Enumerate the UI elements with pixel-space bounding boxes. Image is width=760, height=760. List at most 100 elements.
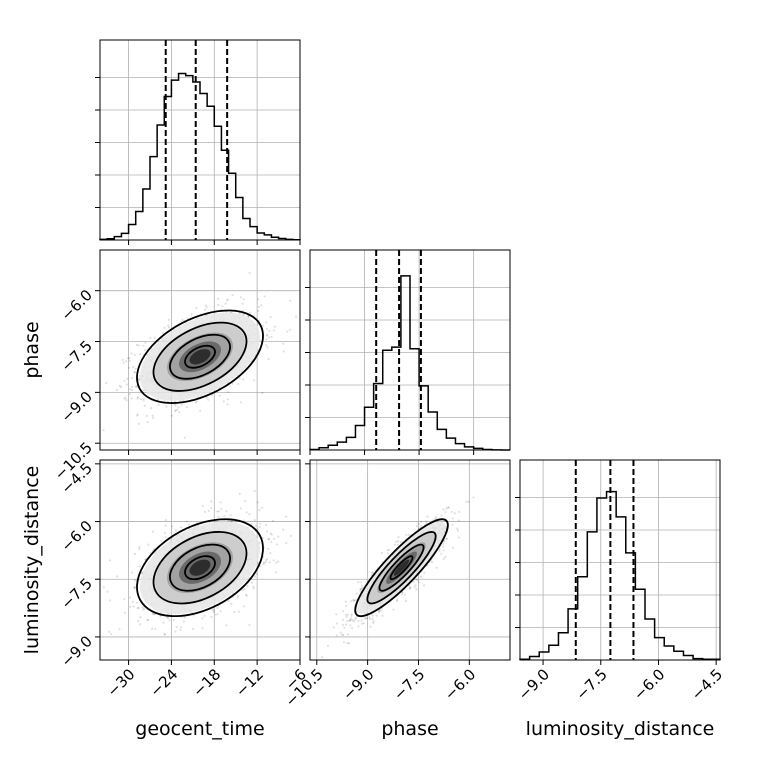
density-phase-vs-geocent-time-point <box>128 392 131 396</box>
xlabel-luminosity-distance: luminosity_distance <box>526 718 715 740</box>
density-lumdist-vs-phase-point <box>369 625 372 628</box>
density-lumdist-vs-phase-point <box>442 542 445 545</box>
density-lumdist-vs-phase-point <box>445 537 448 540</box>
density-lumdist-vs-geocent-time-point <box>276 560 280 563</box>
density-phase-vs-geocent-time-point <box>218 394 221 397</box>
density-lumdist-vs-phase-point <box>409 586 412 590</box>
density-lumdist-vs-phase-point <box>377 610 380 614</box>
density-lumdist-vs-geocent-time-point <box>289 534 293 538</box>
density-lumdist-vs-geocent-time-point <box>264 523 268 527</box>
density-phase-vs-geocent-time-contour-0 <box>136 309 264 404</box>
density-lumdist-vs-geocent-time-point <box>160 611 163 614</box>
density-phase-vs-geocent-time-point <box>135 343 139 347</box>
density-lumdist-vs-geocent-time-point <box>282 528 285 531</box>
density-lumdist-vs-geocent-time-point <box>265 559 268 562</box>
density-lumdist-vs-phase-point <box>399 540 402 544</box>
density-lumdist-vs-geocent-time-point <box>266 558 269 561</box>
density-lumdist-vs-geocent-time-point <box>214 520 217 523</box>
density-lumdist-vs-geocent-time-point <box>285 541 288 545</box>
density-lumdist-vs-phase-point <box>344 613 348 617</box>
density-phase-vs-geocent-time-point <box>138 377 141 380</box>
density-phase-vs-geocent-time-point <box>116 388 119 392</box>
density-phase-vs-geocent-time-point <box>227 298 230 301</box>
density-phase-vs-geocent-time-plot-area <box>102 271 298 439</box>
density-phase-vs-geocent-time-point <box>261 324 264 327</box>
density-lumdist-vs-phase-point <box>332 626 335 629</box>
density-lumdist-vs-phase-point <box>443 540 446 543</box>
density-lumdist-vs-geocent-time-point <box>164 524 167 527</box>
density-phase-vs-geocent-time-point <box>153 336 156 339</box>
density-lumdist-vs-geocent-time-point <box>272 537 276 541</box>
density-lumdist-vs-phase-point <box>445 537 448 541</box>
density-lumdist-vs-geocent-time-point <box>179 628 182 631</box>
density-lumdist-vs-phase-point <box>368 616 371 619</box>
density-phase-vs-geocent-time-point <box>282 342 285 345</box>
density-phase-vs-geocent-time-point <box>133 371 136 374</box>
hist-luminosity-distance-steps <box>519 490 721 661</box>
density-lumdist-vs-geocent-time-point <box>275 571 278 574</box>
density-phase-vs-geocent-time-point <box>163 326 166 329</box>
density-lumdist-vs-geocent-time-point <box>201 617 204 620</box>
density-phase-vs-geocent-time-point <box>145 414 149 417</box>
density-lumdist-vs-geocent-time-point <box>160 539 163 542</box>
density-phase-vs-geocent-time <box>95 249 301 455</box>
density-phase-vs-geocent-time-point <box>137 344 140 347</box>
density-lumdist-vs-geocent-time-point <box>118 628 121 631</box>
density-lumdist-vs-phase-point <box>350 613 353 616</box>
density-lumdist-vs-geocent-time-point <box>123 611 126 614</box>
density-phase-vs-geocent-time-point <box>157 403 160 407</box>
density-lumdist-vs-phase-point <box>413 585 416 589</box>
density-lumdist-vs-geocent-time-point <box>147 618 150 622</box>
density-lumdist-vs-geocent-time-point <box>203 510 207 513</box>
density-lumdist-vs-phase-point <box>355 592 358 595</box>
density-phase-vs-geocent-time-point <box>174 409 177 412</box>
density-lumdist-vs-geocent-time-point <box>137 620 140 623</box>
density-lumdist-vs-geocent-time-point <box>242 605 245 608</box>
density-phase-vs-geocent-time-point <box>267 358 270 361</box>
density-phase-vs-geocent-time-point <box>140 398 143 401</box>
density-phase-vs-geocent-time-frame <box>99 249 301 451</box>
density-lumdist-vs-geocent-time-point <box>238 492 241 495</box>
density-lumdist-vs-phase-point <box>341 618 345 621</box>
density-phase-vs-geocent-time-point <box>226 403 229 406</box>
density-phase-vs-geocent-time-point <box>176 408 179 411</box>
density-phase-vs-geocent-time-point <box>239 401 242 404</box>
density-lumdist-vs-phase-plot-area <box>320 496 475 659</box>
density-phase-vs-geocent-time-point <box>183 436 186 439</box>
density-lumdist-vs-phase-point <box>346 642 349 645</box>
density-lumdist-vs-geocent-time-point <box>142 608 145 611</box>
density-lumdist-vs-phase-point <box>365 616 368 620</box>
density-phase-vs-geocent-time-point <box>135 385 138 388</box>
density-lumdist-vs-phase-point <box>360 581 363 584</box>
density-lumdist-vs-phase-point <box>401 591 404 594</box>
density-lumdist-vs-geocent-time-point <box>255 524 258 528</box>
density-lumdist-vs-phase-point <box>371 571 374 575</box>
density-phase-vs-geocent-time-point <box>130 397 133 400</box>
density-phase-vs-geocent-time-point <box>257 305 260 309</box>
density-lumdist-vs-phase-point <box>368 617 372 621</box>
density-lumdist-vs-geocent-time-point <box>236 596 239 599</box>
hist-geocent-time <box>95 39 301 245</box>
density-lumdist-vs-phase-point <box>444 511 447 514</box>
density-phase-vs-geocent-time-point <box>151 414 154 417</box>
density-lumdist-vs-geocent-time-point <box>141 606 144 609</box>
density-lumdist-vs-geocent-time-point <box>132 605 135 608</box>
density-phase-vs-geocent-time-point <box>265 321 268 324</box>
hist-luminosity-distance <box>515 459 721 665</box>
density-lumdist-vs-phase-point <box>442 508 445 511</box>
density-phase-vs-geocent-time-point <box>204 304 207 307</box>
density-phase-vs-geocent-time-point <box>263 295 266 298</box>
density-lumdist-vs-geocent-time-density-level-4 <box>189 559 211 576</box>
density-lumdist-vs-phase-point <box>395 540 398 544</box>
density-lumdist-vs-phase-point <box>435 566 438 569</box>
density-lumdist-vs-phase-point <box>363 617 366 620</box>
density-lumdist-vs-phase-point <box>457 519 460 522</box>
density-phase-vs-geocent-time-point <box>136 413 139 416</box>
density-lumdist-vs-phase-point <box>354 616 357 619</box>
density-lumdist-vs-geocent-time-point <box>135 601 138 604</box>
density-lumdist-vs-phase-point <box>453 512 456 515</box>
density-phase-vs-geocent-time-point <box>142 344 145 347</box>
density-phase-vs-geocent-time-point <box>260 304 263 307</box>
density-lumdist-vs-geocent-time-point <box>244 500 247 503</box>
density-lumdist-vs-geocent-time-point <box>267 538 271 541</box>
